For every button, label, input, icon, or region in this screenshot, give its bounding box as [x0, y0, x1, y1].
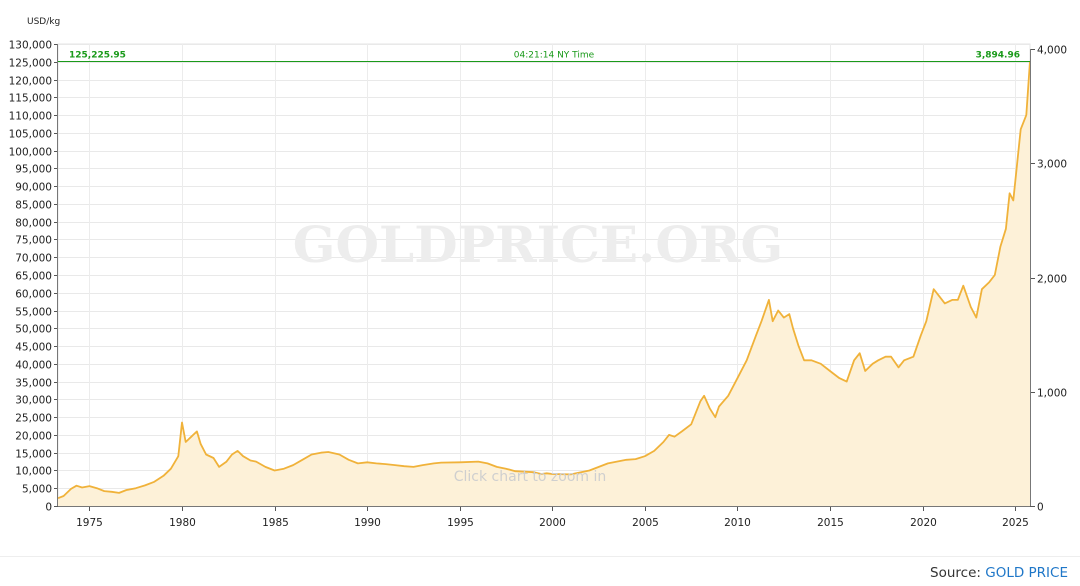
- y-left-tick-label: 60,000: [15, 289, 52, 301]
- y-right-tick-label: 2,000: [1037, 274, 1067, 286]
- y-left-tick-label: 65,000: [15, 271, 52, 283]
- axes: 0 5,000 10,000 15,000 20,000 25,000 30,000 35,0…: [9, 40, 1067, 530]
- y-left-tick-label: 85,000: [15, 200, 52, 212]
- y-left-tick-label: 45,000: [15, 342, 52, 354]
- watermark-text: GOLDPRICE.ORG: [293, 215, 783, 274]
- y-left-tick-label: 120,000: [9, 76, 52, 88]
- zoom-hint-text: Click chart to zoom in: [454, 469, 607, 485]
- source-link[interactable]: GOLD PRICE: [985, 565, 1068, 581]
- chart-footer: Source: GOLD PRICE: [0, 556, 1080, 586]
- x-tick-label: 2010: [724, 517, 751, 529]
- y-right-tick-label: 3,000: [1037, 159, 1067, 171]
- y-right-tick-label: 0: [1037, 502, 1044, 514]
- y-left-tick-label: 15,000: [15, 449, 52, 461]
- y-left-tick-label: 55,000: [15, 307, 52, 319]
- x-tick-label: 1980: [169, 517, 196, 529]
- y-left-tick-label: 95,000: [15, 164, 52, 176]
- current-price-usd-oz: 3,894.96: [976, 51, 1020, 61]
- x-tick-label: 1990: [354, 517, 381, 529]
- y-right-tick-label: 4,000: [1037, 45, 1067, 57]
- y-left-tick-label: 25,000: [15, 413, 52, 425]
- x-tick-label: 1975: [76, 517, 103, 529]
- y-left-tick-label: 110,000: [9, 111, 52, 123]
- y-left-tick-label: 130,000: [9, 40, 52, 52]
- x-tick-label: 2000: [539, 517, 566, 529]
- x-tick-label: 2025: [1002, 517, 1029, 529]
- current-price-readout: 125,225.95 04:21:14 NY Time 3,894.96: [58, 51, 1030, 62]
- series-line: [57, 60, 1031, 500]
- y-left-tick-label: 50,000: [15, 324, 52, 336]
- x-tick-label: 2015: [817, 517, 844, 529]
- source-label: Source:: [930, 565, 981, 581]
- y-left-tick-label: 105,000: [9, 129, 52, 141]
- source-credit: Source: GOLD PRICE: [930, 565, 1068, 581]
- y-left-tick-label: 20,000: [15, 431, 52, 443]
- x-tick-label: 2005: [632, 517, 659, 529]
- series-area-fill: [58, 61, 1030, 506]
- chart-canvas[interactable]: GOLDPRICE.ORG Click chart to zoom in 0 5,…: [0, 0, 1080, 556]
- y-left-tick-label: 75,000: [15, 235, 52, 247]
- y-axis-unit-label: USD/kg: [27, 17, 60, 27]
- current-price-usd-kg: 125,225.95: [69, 51, 126, 61]
- y-left-tick-label: 125,000: [9, 58, 52, 70]
- y-left-tick-label: 35,000: [15, 378, 52, 390]
- y-left-tick-label: 30,000: [15, 395, 52, 407]
- y-left-tick-label: 70,000: [15, 253, 52, 265]
- y-left-tick-label: 40,000: [15, 360, 52, 372]
- y-right-tick-label: 1,000: [1037, 388, 1067, 400]
- y-left-tick-label: 80,000: [15, 218, 52, 230]
- y-left-tick-label: 0: [45, 502, 52, 514]
- x-tick-label: 1995: [447, 517, 474, 529]
- y-left-tick-label: 115,000: [9, 93, 52, 105]
- current-time-label: 04:21:14 NY Time: [514, 51, 595, 61]
- y-left-tick-label: 90,000: [15, 182, 52, 194]
- y-left-tick-label: 10,000: [15, 466, 52, 478]
- price-series: [57, 60, 1031, 506]
- x-tick-label: 1985: [262, 517, 289, 529]
- y-left-tick-label: 5,000: [22, 484, 52, 496]
- x-tick-label: 2020: [910, 517, 937, 529]
- y-left-tick-label: 100,000: [9, 147, 52, 159]
